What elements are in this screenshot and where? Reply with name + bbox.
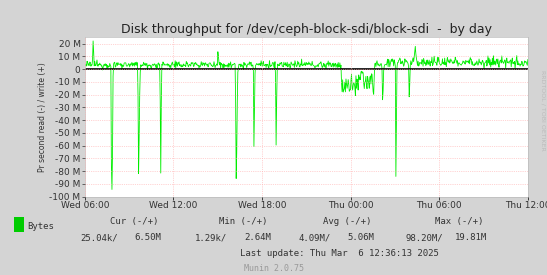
Text: 25.04k/: 25.04k/ (80, 233, 118, 242)
Text: 6.50M: 6.50M (135, 233, 161, 242)
Text: RRDTOOL / TOBI OETIKER: RRDTOOL / TOBI OETIKER (540, 70, 545, 150)
Text: 5.06M: 5.06M (348, 233, 375, 242)
Text: Min (-/+): Min (-/+) (219, 217, 267, 226)
Text: 19.81M: 19.81M (455, 233, 487, 242)
Text: Avg (-/+): Avg (-/+) (323, 217, 371, 226)
Text: 1.29k/: 1.29k/ (195, 233, 227, 242)
Text: Last update: Thu Mar  6 12:36:13 2025: Last update: Thu Mar 6 12:36:13 2025 (240, 249, 439, 257)
Text: Max (-/+): Max (-/+) (435, 217, 484, 226)
Text: Cur (-/+): Cur (-/+) (110, 217, 158, 226)
Y-axis label: Pr second read (-) / write (+): Pr second read (-) / write (+) (38, 62, 46, 172)
Text: 98.20M/: 98.20M/ (405, 233, 443, 242)
Text: Munin 2.0.75: Munin 2.0.75 (243, 264, 304, 273)
Text: Bytes: Bytes (27, 222, 54, 230)
Text: 4.09M/: 4.09M/ (299, 233, 331, 242)
Title: Disk throughput for /dev/ceph-block-sdi/block-sdi  -  by day: Disk throughput for /dev/ceph-block-sdi/… (121, 23, 492, 36)
Text: 2.64M: 2.64M (244, 233, 271, 242)
